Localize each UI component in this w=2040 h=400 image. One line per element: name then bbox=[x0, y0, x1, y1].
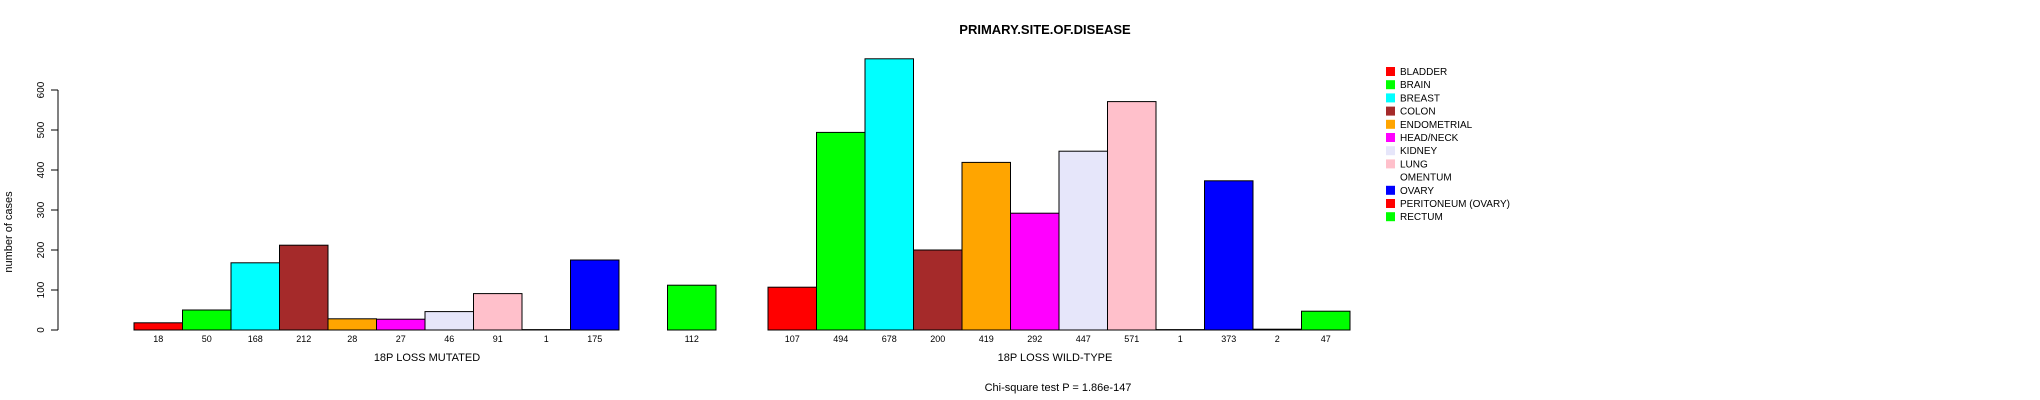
bar-wildtype-colon bbox=[913, 249, 963, 331]
bar-count-label: 212 bbox=[296, 334, 311, 344]
y-axis-label: number of cases bbox=[3, 191, 15, 273]
bar-count-label: 175 bbox=[587, 334, 602, 344]
legend-label: PERITONEUM (OVARY) bbox=[1400, 199, 1510, 210]
bar-mutated-colon bbox=[279, 244, 329, 331]
y-tick-label: 200 bbox=[36, 241, 47, 258]
legend-swatch bbox=[1386, 146, 1395, 156]
chi-square-footnote: Chi-square test P = 1.86e-147 bbox=[985, 382, 1132, 394]
bar-count-label: 168 bbox=[248, 334, 263, 344]
bar-count-label: 292 bbox=[1027, 334, 1042, 344]
legend-label: OVARY bbox=[1400, 186, 1434, 197]
legend-swatch bbox=[1386, 159, 1395, 169]
bar-count-label: 47 bbox=[1321, 334, 1331, 344]
group-label-mutated: 18P LOSS MUTATED bbox=[374, 352, 480, 364]
legend-label: ENDOMETRIAL bbox=[1400, 120, 1473, 131]
bar-count-label: 494 bbox=[833, 334, 848, 344]
bar-mutated-endometrial bbox=[327, 318, 377, 331]
bar-count-label: 46 bbox=[444, 334, 454, 344]
legend-label: LUNG bbox=[1400, 159, 1428, 170]
legend-swatch bbox=[1386, 80, 1395, 90]
bar-count-label: 1 bbox=[1178, 334, 1183, 344]
group-label-wildtype: 18P LOSS WILD-TYPE bbox=[998, 352, 1113, 364]
bar-wildtype-peritoneum-ovary- bbox=[1252, 328, 1302, 331]
chart-title: PRIMARY.SITE.OF.DISEASE bbox=[959, 22, 1131, 37]
bar-wildtype-endometrial bbox=[961, 161, 1011, 331]
legend-swatch bbox=[1386, 133, 1395, 142]
legend-swatch bbox=[1386, 67, 1395, 76]
y-tick-label: 400 bbox=[36, 161, 47, 178]
bar-wildtype-ovary bbox=[1204, 180, 1254, 331]
y-tick-label: 100 bbox=[36, 281, 47, 298]
bar-count-label: 678 bbox=[882, 334, 897, 344]
legend-label: BREAST bbox=[1400, 93, 1440, 104]
bar-wildtype-bladder bbox=[767, 286, 817, 331]
legend-label: OMENTUM bbox=[1400, 173, 1452, 184]
bar-wildtype-kidney bbox=[1058, 150, 1108, 331]
bar-count-label: 91 bbox=[493, 334, 503, 344]
legend: BLADDER BRAIN BREAST COLON ENDOMETRIAL HEAD/N… bbox=[1386, 67, 1510, 223]
legend-label: HEAD/NECK bbox=[1400, 133, 1459, 144]
bar-count-label: 2 bbox=[1275, 334, 1280, 344]
bar-count-label: 447 bbox=[1076, 334, 1091, 344]
bar-count-label: 18 bbox=[153, 334, 163, 344]
legend-swatch bbox=[1386, 199, 1395, 208]
bar-mutated-bladder bbox=[133, 322, 183, 331]
legend-label: BRAIN bbox=[1400, 80, 1431, 91]
y-tick-label: 600 bbox=[36, 81, 47, 98]
bar-count-label: 419 bbox=[979, 334, 994, 344]
legend-swatch bbox=[1386, 212, 1395, 222]
legend-label: RECTUM bbox=[1400, 212, 1443, 223]
bar-mutated-brain bbox=[182, 309, 232, 331]
legend-label: KIDNEY bbox=[1400, 146, 1438, 157]
bar-wildtype-brain bbox=[816, 131, 866, 331]
y-tick-label: 300 bbox=[36, 201, 47, 218]
bar-count-label: 107 bbox=[785, 334, 800, 344]
bar-wildtype-head-neck bbox=[1010, 212, 1060, 331]
legend-label: BLADDER bbox=[1400, 67, 1447, 78]
bar-wildtype-rectum bbox=[1301, 310, 1351, 331]
legend-swatch bbox=[1386, 93, 1395, 103]
bar-count-label: 28 bbox=[347, 334, 357, 344]
bar-mutated-head-neck bbox=[376, 318, 426, 331]
bar-count-label: 571 bbox=[1124, 334, 1139, 344]
bar-mutated-ovary bbox=[570, 259, 620, 331]
y-tick-label: 500 bbox=[36, 121, 47, 138]
legend-swatch bbox=[1386, 172, 1395, 182]
bar-count-label: 200 bbox=[930, 334, 945, 344]
y-tick-label: 0 bbox=[36, 327, 47, 333]
bar-count-label: 1 bbox=[544, 334, 549, 344]
bars: 18 50 168 212 28 27 46 91 1 175 112 107 494 678 200 419… bbox=[133, 58, 1351, 344]
y-axis: 0 100 200 300 400 500 600 bbox=[36, 81, 59, 333]
bar-mutated-kidney bbox=[424, 311, 474, 331]
bar-mutated-lung bbox=[473, 293, 523, 331]
legend-swatch bbox=[1386, 119, 1395, 129]
bar-wildtype-lung bbox=[1107, 101, 1157, 331]
legend-swatch bbox=[1386, 106, 1395, 116]
bar-count-label: 112 bbox=[685, 334, 699, 344]
bar-count-label: 27 bbox=[396, 334, 406, 344]
bar-mutated-rectum bbox=[667, 284, 717, 331]
bar-count-label: 373 bbox=[1221, 334, 1236, 344]
bar-count-label: 50 bbox=[202, 334, 212, 344]
legend-swatch bbox=[1386, 185, 1395, 195]
legend-label: COLON bbox=[1400, 107, 1436, 118]
bar-wildtype-breast bbox=[864, 58, 914, 331]
bar-mutated-breast bbox=[230, 262, 280, 331]
